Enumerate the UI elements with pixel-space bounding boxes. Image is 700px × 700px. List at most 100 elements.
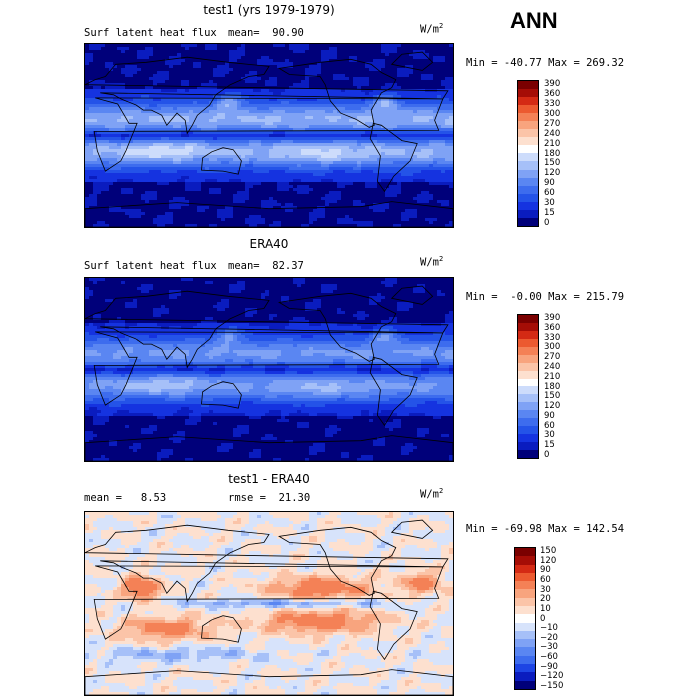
colorbar-swatch [515, 655, 535, 664]
colorbar-swatch [515, 614, 535, 623]
colorbar-tick-label: 15 [544, 440, 555, 451]
coastline [85, 524, 449, 603]
colorbar-swatch [518, 410, 538, 419]
panel-2-title: ERA40 [249, 237, 289, 251]
panel-2-min-max: Min = -0.00 Max = 215.79 [466, 291, 625, 303]
colorbar-swatch [515, 581, 535, 590]
colorbar-tick-label: 30 [544, 430, 555, 441]
colorbar-swatch [518, 113, 538, 122]
colorbar-tick-label: 150 [540, 546, 557, 556]
colorbar-swatch [518, 322, 538, 331]
panel-1-title: test1 (yrs 1979-1979) [203, 3, 335, 17]
coastline [369, 122, 418, 193]
colorbar-tick-label: −60 [540, 652, 558, 663]
colorbar-swatch [518, 169, 538, 178]
coastline [278, 292, 397, 362]
colorbar-tick-label: 270 [544, 352, 561, 363]
coastline [390, 285, 434, 305]
coastline [85, 201, 453, 227]
coastline [93, 97, 444, 172]
colorbar-swatch [518, 418, 538, 427]
coastline [369, 590, 418, 661]
colorbar-tick-label: 30 [540, 584, 551, 595]
coastline [85, 669, 453, 695]
colorbar-tick-label: 120 [540, 555, 557, 566]
colorbar-tick-label: −120 [540, 671, 564, 682]
colorbar-swatch [515, 564, 535, 573]
colorbar-tick-label: −150 [540, 681, 564, 691]
colorbar-tick-label: 120 [544, 168, 561, 179]
colorbar-tick-label: 390 [544, 79, 561, 89]
colorbar-swatch [518, 145, 538, 154]
colorbar-tick-label: 150 [544, 158, 561, 169]
colorbar-swatch [515, 639, 535, 648]
colorbar-tick-label: 60 [540, 574, 551, 585]
colorbar-swatch [518, 386, 538, 395]
coastline [85, 435, 453, 461]
colorbar-swatch [515, 597, 535, 606]
colorbar-tick-label: 300 [544, 342, 561, 353]
colorbar-tick-label: 150 [544, 391, 561, 402]
colorbar-tick-label: 15 [544, 208, 555, 219]
panel-3-units: W/m2 [420, 487, 444, 501]
coastline [278, 526, 397, 596]
panel-3-min-max: Min = -69.98 Max = 142.54 [466, 523, 625, 535]
colorbar-tick-label: 210 [544, 138, 561, 149]
colorbar-swatch [518, 193, 538, 202]
coastline [201, 615, 242, 643]
colorbar-tick-label: 120 [544, 401, 561, 412]
panel-1-mean-label: mean= 90.90 [228, 27, 304, 39]
colorbar-swatch [518, 201, 538, 210]
colorbar-swatch [518, 153, 538, 162]
colorbar-swatch [518, 338, 538, 347]
coastline [85, 290, 449, 369]
colorbar-swatch [518, 81, 538, 90]
colorbar-tick-label: 240 [544, 128, 561, 139]
colorbar-tick-label: 0 [540, 613, 546, 624]
colorbar-tick-label: 90 [544, 178, 555, 189]
colorbar-tick-label: −20 [540, 632, 558, 643]
colorbar-tick-label: 360 [544, 322, 561, 333]
colorbar-tick-label: 210 [544, 371, 561, 382]
colorbar-swatch [518, 362, 538, 371]
colorbar-swatch [518, 402, 538, 411]
colorbar-tick-label: 90 [540, 565, 551, 576]
panel-1-min-max: Min = -40.77 Max = 269.32 [466, 57, 625, 69]
colorbar-tick-label: 0 [544, 218, 550, 228]
colorbar-swatch [515, 680, 535, 689]
season-label: ANN [510, 8, 558, 33]
coastline [201, 381, 242, 409]
panel-3-map [84, 511, 454, 696]
coastline [369, 356, 418, 427]
panel-2-variable-label: Surf latent heat flux [84, 260, 217, 272]
colorbar-swatch [518, 370, 538, 379]
colorbar-swatch [515, 589, 535, 598]
colorbar-swatch [515, 663, 535, 673]
colorbar-swatch [518, 97, 538, 106]
colorbar-swatch [515, 672, 535, 681]
panel-1-map [84, 43, 454, 228]
colorbar-tick-label: −10 [540, 623, 558, 634]
colorbar-swatch [515, 622, 535, 631]
colorbar-tick-label: 180 [544, 148, 561, 159]
colorbar-swatch [518, 442, 538, 450]
colorbar-tick-label: 10 [540, 603, 551, 614]
colorbar-tick-label: 300 [544, 108, 561, 119]
colorbar-tick-label: 30 [544, 198, 555, 209]
colorbar-tick-label: 330 [544, 98, 561, 109]
colorbar-swatch [518, 378, 538, 387]
colorbar-swatch [518, 449, 538, 458]
colorbar-swatch [518, 394, 538, 403]
colorbar-swatch [518, 137, 538, 146]
colorbar-tick-label: 330 [544, 332, 561, 343]
colorbar-tick-label: −90 [540, 661, 558, 672]
panel-3-title: test1 - ERA40 [228, 472, 310, 486]
colorbar-tick-label: 60 [544, 420, 555, 431]
colorbar-swatch [515, 572, 535, 582]
panel-3-rmse-label: rmse = 21.30 [228, 492, 311, 504]
coastline [93, 565, 444, 640]
panel-2-colorbar [517, 314, 539, 459]
panel-3-colorbar [514, 547, 536, 690]
colorbar-swatch [515, 605, 535, 615]
coastline [85, 56, 449, 135]
